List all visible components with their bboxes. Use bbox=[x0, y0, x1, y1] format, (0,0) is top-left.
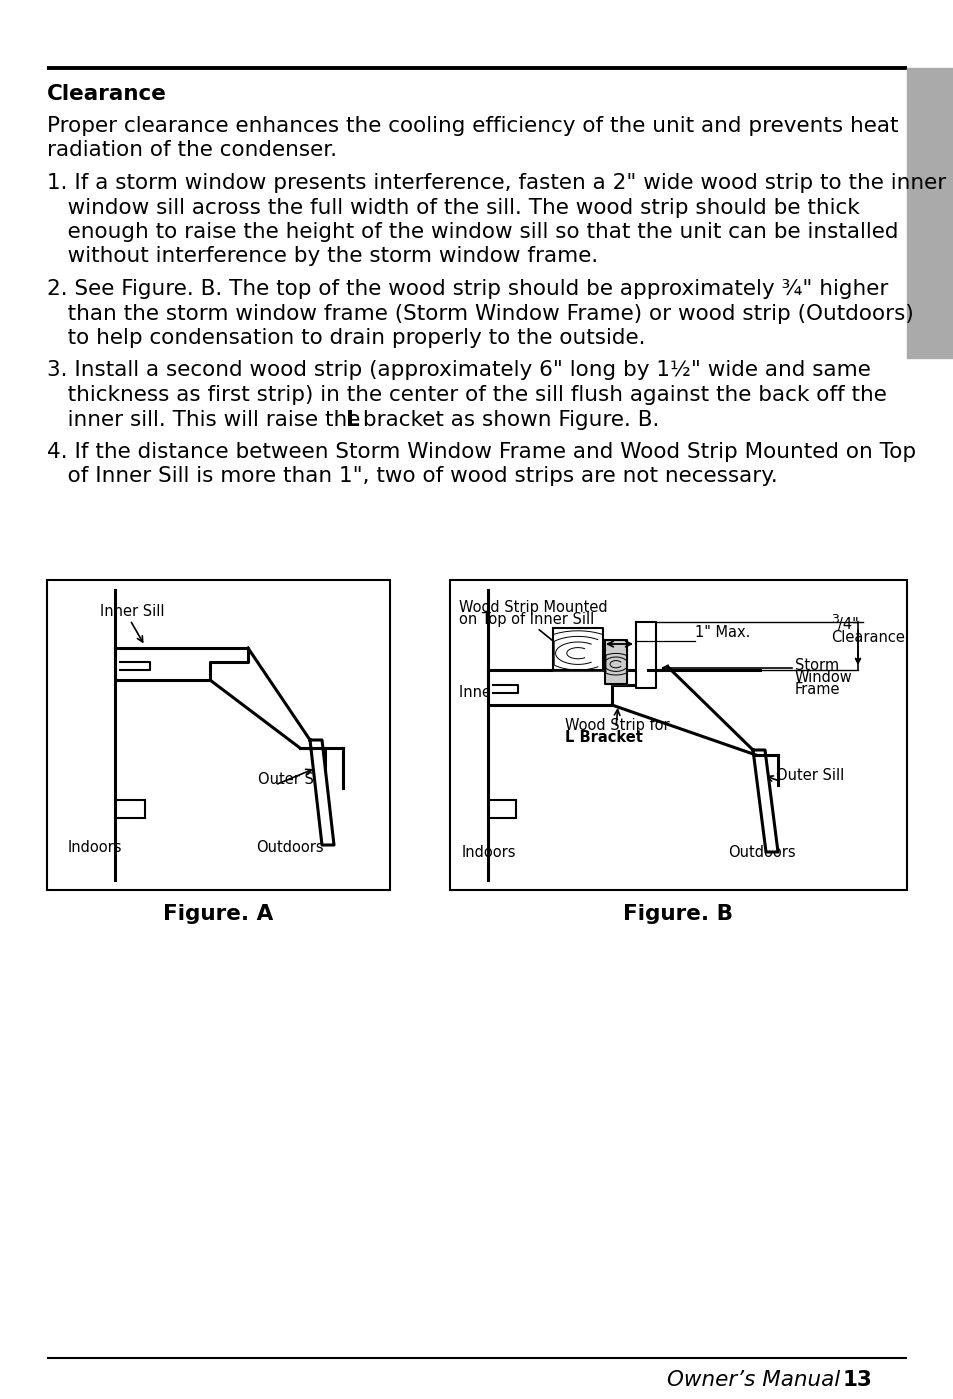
Text: 1. If a storm window presents interference, fasten a 2" wide wood strip to the i: 1. If a storm window presents interferen… bbox=[47, 173, 945, 193]
Text: enough to raise the height of the window sill so that the unit can be installed: enough to raise the height of the window… bbox=[47, 222, 898, 242]
Bar bbox=[47, 581, 390, 890]
Text: 4. If the distance between Storm Window Frame and Wood Strip Mounted on Top: 4. If the distance between Storm Window … bbox=[47, 442, 915, 462]
Text: Outer Sill: Outer Sill bbox=[775, 768, 843, 783]
Text: Figure. B: Figure. B bbox=[622, 904, 732, 923]
Text: 2. See Figure. B. The top of the wood strip should be approximately ¾" higher: 2. See Figure. B. The top of the wood st… bbox=[47, 278, 887, 299]
Text: to help condensation to drain properly to the outside.: to help condensation to drain properly t… bbox=[47, 327, 645, 348]
Text: 1" Max.: 1" Max. bbox=[695, 625, 750, 639]
Text: Indoors: Indoors bbox=[461, 845, 516, 860]
Bar bbox=[450, 581, 906, 890]
Text: 3. Install a second wood strip (approximately 6" long by 1½" wide and same: 3. Install a second wood strip (approxim… bbox=[47, 361, 870, 381]
Text: on Top of Inner Sill: on Top of Inner Sill bbox=[458, 611, 594, 627]
Bar bbox=[553, 628, 602, 670]
Text: L Bracket: L Bracket bbox=[564, 730, 642, 746]
Text: Proper clearance enhances the cooling efficiency of the unit and prevents heat: Proper clearance enhances the cooling ef… bbox=[47, 116, 898, 136]
Bar bbox=[636, 623, 656, 688]
Text: inner sill. This will raise the: inner sill. This will raise the bbox=[47, 410, 367, 429]
Text: Clearance: Clearance bbox=[830, 630, 904, 645]
Text: Figure. A: Figure. A bbox=[163, 904, 273, 923]
Text: bracket as shown Figure. B.: bracket as shown Figure. B. bbox=[355, 410, 659, 429]
Bar bbox=[906, 69, 953, 358]
Text: without interference by the storm window frame.: without interference by the storm window… bbox=[47, 246, 598, 266]
Text: Indoors: Indoors bbox=[68, 839, 122, 855]
Text: than the storm window frame (Storm Window Frame) or wood strip (Outdoors): than the storm window frame (Storm Windo… bbox=[47, 304, 913, 323]
Text: Outer Sill: Outer Sill bbox=[257, 772, 326, 788]
Bar bbox=[604, 639, 626, 684]
Text: of Inner Sill is more than 1", two of wood strips are not necessary.: of Inner Sill is more than 1", two of wo… bbox=[47, 466, 777, 487]
Polygon shape bbox=[310, 740, 334, 845]
Text: Clearance: Clearance bbox=[47, 84, 167, 104]
Text: radiation of the condenser.: radiation of the condenser. bbox=[47, 140, 336, 161]
Text: 13: 13 bbox=[842, 1370, 872, 1391]
Text: Outdoors: Outdoors bbox=[727, 845, 795, 860]
Text: Wood Strip Mounted: Wood Strip Mounted bbox=[458, 600, 607, 616]
Text: /4": /4" bbox=[837, 617, 858, 632]
Polygon shape bbox=[115, 648, 248, 680]
Text: Inner Sill: Inner Sill bbox=[100, 604, 164, 618]
Polygon shape bbox=[120, 662, 150, 670]
Text: Outdoors: Outdoors bbox=[255, 839, 323, 855]
Polygon shape bbox=[752, 750, 778, 852]
Text: Wood Strip for: Wood Strip for bbox=[564, 718, 669, 733]
Text: thickness as first strip) in the center of the sill flush against the back off t: thickness as first strip) in the center … bbox=[47, 385, 886, 404]
Text: Inner Sill: Inner Sill bbox=[458, 686, 523, 700]
Text: 3: 3 bbox=[830, 613, 838, 625]
Text: window sill across the full width of the sill. The wood strip should be thick: window sill across the full width of the… bbox=[47, 197, 859, 217]
Polygon shape bbox=[493, 686, 517, 693]
Text: Window: Window bbox=[794, 670, 852, 686]
Polygon shape bbox=[488, 670, 647, 705]
Text: L: L bbox=[346, 410, 359, 429]
Text: Storm: Storm bbox=[794, 658, 839, 673]
Text: Frame: Frame bbox=[794, 681, 840, 697]
Text: Owner’s Manual: Owner’s Manual bbox=[666, 1370, 840, 1391]
